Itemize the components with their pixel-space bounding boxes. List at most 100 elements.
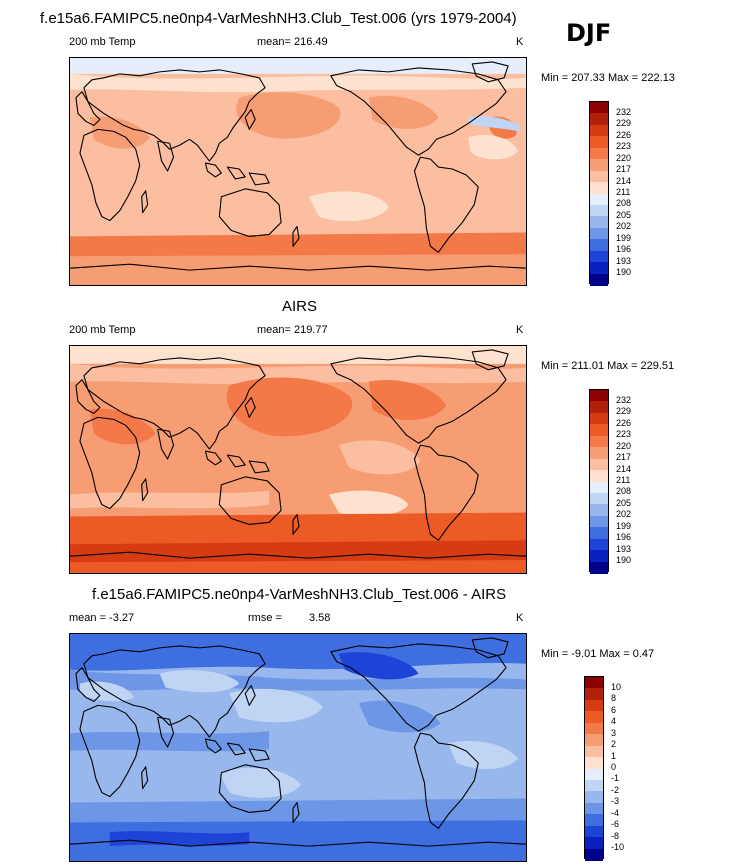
colorbar-label: 223 xyxy=(616,429,632,440)
colorbar-label: 211 xyxy=(616,475,631,485)
panel3-title: f.e15a6.FAMIPC5.ne0np4-VarMeshNH3.Club_T… xyxy=(92,586,507,603)
colorbar-label: -3 xyxy=(611,796,620,807)
panel2-title: AIRS xyxy=(282,298,318,315)
colorbar-label: 193 xyxy=(616,543,632,554)
panel2-minmax: Min = 211.01 Max = 229.51 xyxy=(541,360,675,372)
panel2-map xyxy=(69,345,527,574)
colorbar-label: 8 xyxy=(611,693,617,704)
panel3-rmse-value: 3.58 xyxy=(309,612,331,624)
colorbar-label: 226 xyxy=(616,417,632,428)
panel3-mean-label: mean = -3.27 xyxy=(69,612,135,624)
colorbar-swatch xyxy=(590,227,608,240)
colorbar-swatch xyxy=(585,757,603,769)
colorbar-swatch xyxy=(585,677,603,689)
colorbar-swatch xyxy=(590,492,608,505)
season-label: DJF xyxy=(566,19,612,47)
colorbar-label: 190 xyxy=(616,555,632,566)
colorbar-swatch xyxy=(590,170,608,183)
colorbar-swatch xyxy=(585,734,603,747)
panel3-colorbar-swatches xyxy=(584,676,604,861)
colorbar-swatch xyxy=(590,273,608,286)
colorbar-swatch xyxy=(590,458,608,471)
colorbar-swatch xyxy=(590,561,608,574)
colorbar-label: -2 xyxy=(611,784,620,795)
colorbar-label: 217 xyxy=(616,164,632,175)
colorbar-label: 196 xyxy=(616,532,632,543)
panel1-map xyxy=(69,57,527,286)
colorbar-swatch xyxy=(590,435,608,448)
panel3-map xyxy=(69,633,527,862)
colorbar-swatch xyxy=(585,825,603,838)
colorbar-label: -1 xyxy=(611,773,620,784)
colorbar-swatch xyxy=(590,182,608,194)
panel3-rmse-label: rmse = xyxy=(248,612,282,624)
colorbar-swatch xyxy=(585,848,603,861)
colorbar-swatch xyxy=(585,688,603,701)
panel2-colorbar: 232 229 226 223 220 217 214 211 208 205 202 199 196 1… xyxy=(589,389,649,574)
panel2-units: K xyxy=(516,324,524,336)
colorbar-swatch xyxy=(590,147,608,160)
colorbar-label: 2 xyxy=(611,739,617,750)
colorbar-swatch xyxy=(590,262,608,275)
colorbar-label: 208 xyxy=(616,486,632,497)
colorbar-swatch xyxy=(585,699,603,712)
colorbar-label: 232 xyxy=(616,106,632,117)
colorbar-label: 214 xyxy=(616,175,632,186)
panel2-variable-label: 200 mb Temp xyxy=(69,324,136,336)
panel1-colorbar-swatches xyxy=(589,101,609,286)
colorbar-label: 211 xyxy=(616,187,631,197)
colorbar-label: 220 xyxy=(616,440,632,451)
colorbar-label: 190 xyxy=(616,267,632,278)
colorbar-swatch xyxy=(590,390,608,402)
colorbar-swatch xyxy=(590,239,608,252)
colorbar-swatch xyxy=(590,401,608,414)
panel3-minmax: Min = -9.01 Max = 0.47 xyxy=(541,648,655,660)
colorbar-label: 10 xyxy=(611,681,622,692)
colorbar-swatch xyxy=(585,837,603,850)
colorbar-label: 196 xyxy=(616,244,632,255)
colorbar-swatch xyxy=(590,550,608,563)
colorbar-swatch xyxy=(585,768,603,781)
colorbar-swatch xyxy=(585,791,603,804)
panel2-map-svg xyxy=(70,346,526,573)
plot-title: f.e15a6.FAMIPC5.ne0np4-VarMeshNH3.Club_T… xyxy=(40,10,517,27)
colorbar-label: -6 xyxy=(611,819,620,830)
colorbar-label: -10 xyxy=(611,842,625,853)
colorbar-label: 214 xyxy=(616,463,632,474)
colorbar-swatch xyxy=(590,424,608,437)
colorbar-label: 3 xyxy=(611,727,617,738)
panel1-minmax: Min = 207.33 Max = 222.13 xyxy=(541,72,675,84)
colorbar-label: 1 xyxy=(611,750,617,761)
colorbar-label: 202 xyxy=(616,221,632,232)
panel1-map-svg xyxy=(70,58,526,285)
panel1-units: K xyxy=(516,36,524,48)
panel1-mean-label: mean= 216.49 xyxy=(257,36,328,48)
colorbar-swatch xyxy=(590,527,608,540)
colorbar-label: 0 xyxy=(611,762,617,772)
panel3-map-svg xyxy=(70,634,526,861)
colorbar-label: 199 xyxy=(616,232,632,243)
colorbar-swatch xyxy=(590,481,608,494)
colorbar-swatch xyxy=(585,814,603,827)
colorbar-swatch xyxy=(590,216,608,229)
colorbar-label: 208 xyxy=(616,198,632,209)
colorbar-label: 217 xyxy=(616,452,632,463)
colorbar-label: -8 xyxy=(611,830,620,841)
colorbar-swatch xyxy=(590,204,608,217)
panel2-mean-label: mean= 219.77 xyxy=(257,324,328,336)
colorbar-swatch xyxy=(585,711,603,724)
colorbar-swatch xyxy=(585,802,603,815)
colorbar-label: 226 xyxy=(616,129,632,140)
colorbar-swatch xyxy=(590,193,608,206)
panel3-units: K xyxy=(516,612,524,624)
colorbar-swatch xyxy=(590,470,608,482)
colorbar-label: 202 xyxy=(616,509,632,520)
colorbar-swatch xyxy=(590,250,608,263)
colorbar-swatch xyxy=(590,447,608,460)
colorbar-swatch xyxy=(585,745,603,758)
colorbar-swatch xyxy=(590,113,608,126)
colorbar-swatch xyxy=(585,722,603,735)
colorbar-swatch xyxy=(590,412,608,425)
colorbar-label: 193 xyxy=(616,255,632,266)
colorbar-label: 223 xyxy=(616,141,632,152)
